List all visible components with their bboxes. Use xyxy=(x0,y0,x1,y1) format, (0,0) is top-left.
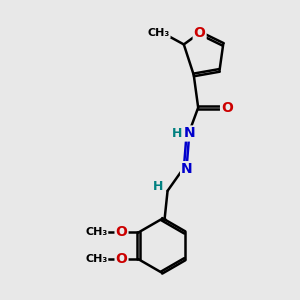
Text: CH₃: CH₃ xyxy=(147,28,170,38)
Text: O: O xyxy=(116,226,128,239)
Text: CH₃: CH₃ xyxy=(85,227,107,238)
Text: N: N xyxy=(184,127,195,140)
Text: O: O xyxy=(116,252,128,266)
Text: H: H xyxy=(172,127,183,140)
Text: CH₃: CH₃ xyxy=(85,254,107,264)
Text: O: O xyxy=(221,100,233,115)
Text: N: N xyxy=(181,162,193,176)
Text: O: O xyxy=(194,26,206,40)
Text: H: H xyxy=(153,180,163,193)
